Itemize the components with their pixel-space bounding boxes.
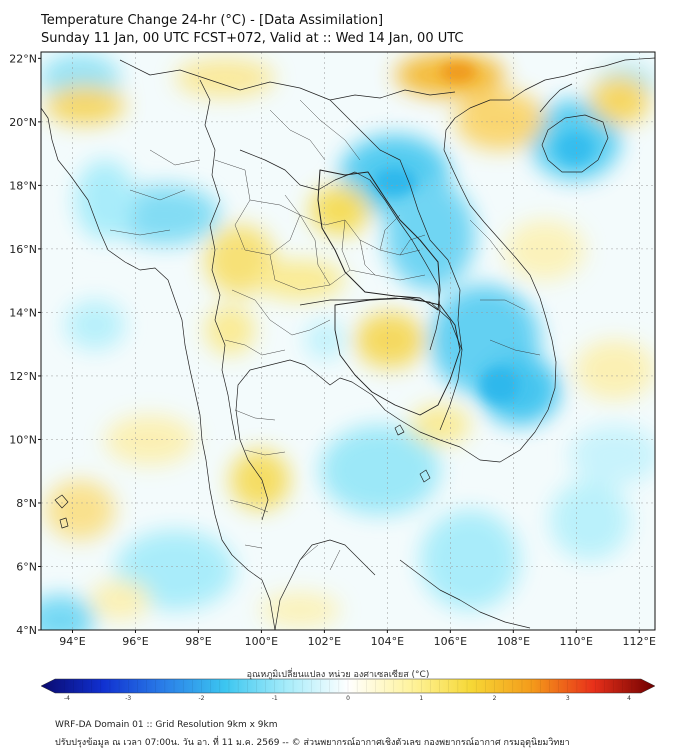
colorbar-tick-label: -2 bbox=[199, 695, 205, 702]
footer-credit: ปรับปรุงข้อมูล ณ เวลา 07:00น. วัน อา. ที… bbox=[55, 738, 570, 748]
laos-vietnam-border bbox=[329, 99, 463, 351]
lat-tick-label: 6°N bbox=[16, 560, 37, 573]
graticule-grid bbox=[41, 52, 655, 630]
island bbox=[54, 494, 69, 509]
coastlines-borders bbox=[41, 57, 655, 630]
thai-myanmar-border bbox=[199, 79, 237, 441]
colorbar: -4 -3 -2 -1 0 1 2 3 4 bbox=[40, 678, 656, 702]
lat-tick-label: 18°N bbox=[9, 179, 37, 192]
colorbar-tick-label: 4 bbox=[627, 695, 631, 702]
gulf-of-thailand-coast bbox=[235, 359, 461, 630]
lat-tick-label: 16°N bbox=[9, 243, 37, 256]
lon-tick-label: 96°E bbox=[122, 635, 148, 648]
longitude-axis: 94°E 96°E 98°E 100°E 102°E 104°E 106°E 108°E 110… bbox=[59, 630, 656, 648]
colorbar-ticks: -4 -3 -2 -1 0 1 2 3 4 bbox=[64, 695, 631, 702]
lat-tick-label: 4°N bbox=[16, 624, 37, 637]
island bbox=[59, 517, 69, 529]
cambodia-outline bbox=[334, 297, 461, 416]
lon-tick-label: 110°E bbox=[560, 635, 593, 648]
cambodia-border bbox=[299, 297, 463, 431]
lon-tick-label: 106°E bbox=[434, 635, 467, 648]
colorbar-label: อุณหภูมิเปลี่ยนแปลง หน่วย องศาเซลเซียส (… bbox=[246, 670, 430, 680]
lon-tick-label: 112°E bbox=[623, 635, 656, 648]
south-china-coast bbox=[539, 83, 573, 113]
china-border bbox=[119, 59, 456, 101]
lon-tick-label: 104°E bbox=[371, 635, 404, 648]
lon-tick-label: 108°E bbox=[497, 635, 530, 648]
vietnam-coastline bbox=[443, 57, 655, 463]
colorbar-bar bbox=[40, 678, 656, 694]
colorbar-tick-label: 3 bbox=[566, 695, 570, 702]
map-title: Temperature Change 24-hr (°C) - [Data As… bbox=[41, 13, 384, 28]
colorbar-tick-label: -1 bbox=[272, 695, 278, 702]
hainan-island bbox=[541, 114, 609, 173]
temperature-field bbox=[41, 52, 655, 630]
lat-tick-label: 8°N bbox=[16, 497, 37, 510]
lat-tick-label: 20°N bbox=[9, 116, 37, 129]
footer-model-info: WRF-DA Domain 01 :: Grid Resolution 9km … bbox=[55, 720, 278, 730]
lat-tick-label: 10°N bbox=[9, 433, 37, 446]
lon-tick-label: 98°E bbox=[185, 635, 211, 648]
lat-tick-label: 14°N bbox=[9, 306, 37, 319]
island bbox=[394, 424, 405, 436]
lat-tick-label: 12°N bbox=[9, 370, 37, 383]
lat-tick-label: 22°N bbox=[9, 52, 37, 65]
thai-west-coastline bbox=[209, 489, 276, 630]
colorbar-tick-label: 1 bbox=[419, 695, 423, 702]
colorbar-tick-label: -4 bbox=[64, 695, 70, 702]
colorbar-tick-label: 2 bbox=[493, 695, 497, 702]
colorbar-tick-label: -3 bbox=[125, 695, 131, 702]
map-subtitle: Sunday 11 Jan, 00 UTC FCST+072, Valid at… bbox=[41, 31, 464, 46]
lon-tick-label: 100°E bbox=[245, 635, 278, 648]
colorbar-steps bbox=[63, 680, 633, 692]
lon-tick-label: 94°E bbox=[59, 635, 85, 648]
malaysia-coastline bbox=[399, 559, 531, 629]
latitude-axis: 22°N 20°N 18°N 16°N 14°N 12°N 10°N 8°N 6°N 4°N bbox=[9, 52, 41, 637]
island bbox=[419, 469, 431, 483]
lon-tick-label: 102°E bbox=[308, 635, 341, 648]
colorbar-tick-label: 0 bbox=[346, 695, 350, 702]
map-frame bbox=[40, 51, 656, 631]
myanmar-coastline bbox=[41, 107, 211, 491]
laos-outline bbox=[317, 169, 441, 311]
